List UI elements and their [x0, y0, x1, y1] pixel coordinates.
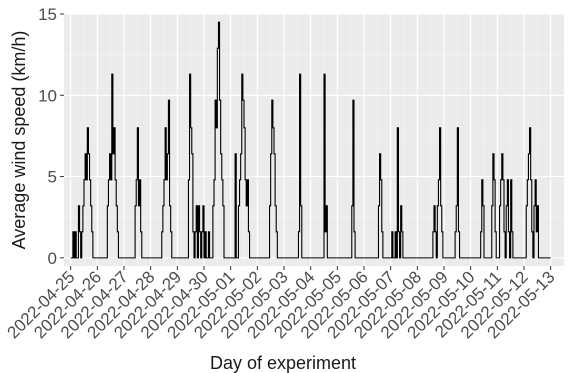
y-axis: 0 5 10 15 [38, 5, 64, 268]
x-axis: 2022-04-252022-04-262022-04-272022-04-28… [4, 266, 558, 342]
series-layer [70, 21, 551, 259]
y-tick-label: 5 [48, 168, 57, 187]
y-tick-label: 0 [48, 249, 57, 268]
wind-speed-series-line [70, 21, 551, 259]
x-axis-title: Day of experiment [210, 353, 356, 373]
y-axis-title: Average wind speed (km/h) [9, 31, 29, 250]
y-tick-label: 10 [38, 86, 57, 105]
plot-panel [64, 14, 564, 266]
y-tick-label: 15 [38, 5, 57, 24]
